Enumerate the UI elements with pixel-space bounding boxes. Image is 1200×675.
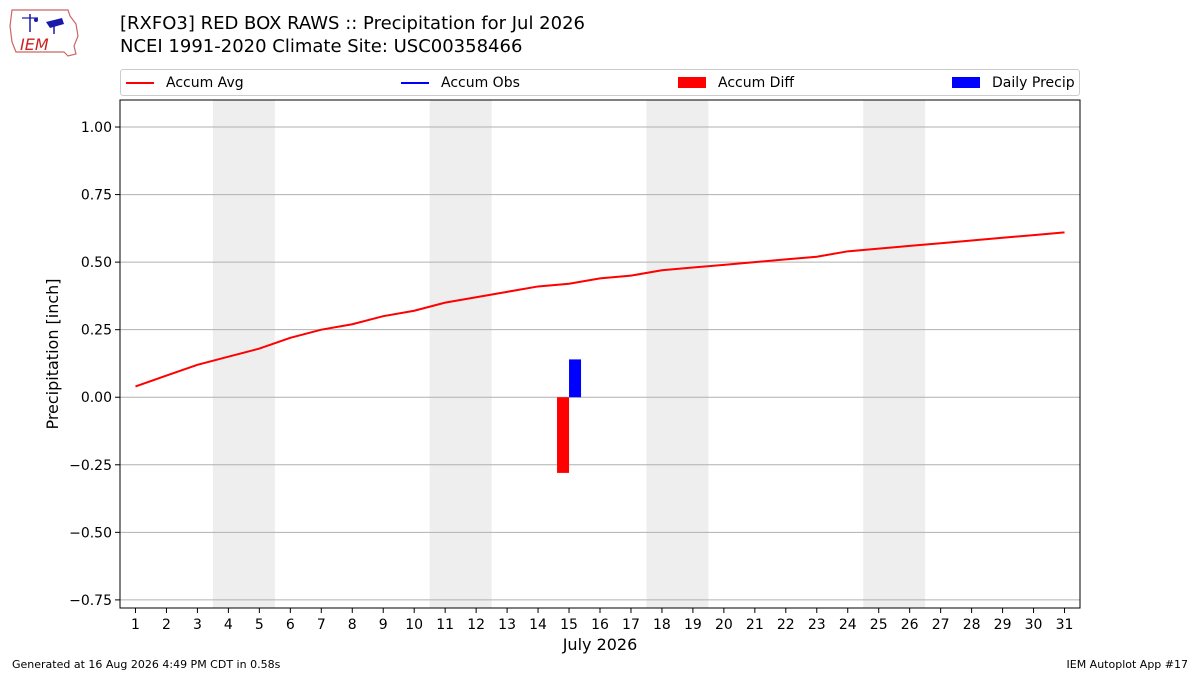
legend-item-accum-avg: Accum Avg (126, 70, 244, 95)
x-tick-label: 6 (286, 617, 295, 633)
legend-label: Accum Obs (441, 74, 520, 91)
accum-diff-bar (557, 397, 570, 473)
x-tick-label: 1 (131, 617, 140, 633)
legend-swatch-line-icon (401, 81, 429, 84)
x-tick-label: 30 (1025, 617, 1043, 633)
x-tick-label: 18 (653, 617, 671, 633)
y-axis-label: Precipitation [inch] (43, 278, 62, 429)
weekend-band (863, 100, 926, 608)
x-tick-label: 31 (1056, 617, 1074, 633)
x-tick-label: 28 (963, 617, 981, 633)
x-tick-label: 2 (162, 617, 171, 633)
y-tick-label: −0.25 (69, 458, 112, 474)
legend-swatch-box-icon (952, 77, 980, 88)
y-tick-label: 0.25 (81, 323, 112, 339)
footer-generated: Generated at 16 Aug 2026 4:49 PM CDT in … (12, 658, 281, 671)
y-tick-label: 0.75 (81, 188, 112, 204)
x-tick-label: 4 (224, 617, 233, 633)
x-tick-label: 19 (684, 617, 702, 633)
x-tick-label: 29 (994, 617, 1012, 633)
x-axis-label: July 2026 (562, 635, 638, 654)
weekend-band (429, 100, 492, 608)
y-tick-label: −0.75 (69, 593, 112, 609)
y-tick-label: −0.50 (69, 525, 112, 541)
y-tick-label: 0.00 (81, 390, 112, 406)
footer-app: IEM Autoplot App #17 (1066, 658, 1189, 671)
weekend-band (646, 100, 709, 608)
accum-avg-line (135, 231, 1065, 388)
x-tick-label: 24 (839, 617, 857, 633)
y-tick-label: 1.00 (81, 120, 112, 136)
legend-item-accum-diff: Accum Diff (678, 70, 794, 95)
legend-label: Accum Avg (166, 74, 244, 91)
x-tick-label: 26 (901, 617, 919, 633)
x-tick-label: 7 (317, 617, 326, 633)
legend-item-accum-obs: Accum Obs (401, 70, 520, 95)
iem-logo: IEM (6, 6, 82, 64)
legend-item-daily-precip: Daily Precip (952, 70, 1075, 95)
chart-title: [RXFO3] RED BOX RAWS :: Precipitation fo… (120, 13, 585, 34)
x-tick-label: 25 (870, 617, 888, 633)
x-tick-label: 17 (622, 617, 640, 633)
x-tick-label: 8 (348, 617, 357, 633)
x-tick-label: 22 (777, 617, 795, 633)
x-tick-label: 20 (715, 617, 733, 633)
x-tick-label: 9 (379, 617, 388, 633)
x-tick-label: 10 (405, 617, 423, 633)
x-tick-label: 14 (529, 617, 547, 633)
x-tick-label: 11 (436, 617, 454, 633)
legend-swatch-line-icon (126, 81, 154, 84)
x-tick-label: 3 (193, 617, 202, 633)
daily-precip-bar (569, 359, 582, 398)
logo-text: IEM (20, 35, 49, 54)
title-block: [RXFO3] RED BOX RAWS :: Precipitation fo… (120, 12, 585, 58)
legend-swatch-box-icon (678, 77, 706, 88)
y-tick-label: 0.50 (81, 255, 112, 271)
x-tick-label: 15 (560, 617, 578, 633)
x-tick-label: 13 (498, 617, 516, 633)
x-tick-label: 27 (932, 617, 950, 633)
legend-label: Daily Precip (992, 74, 1075, 91)
chart-subtitle: NCEI 1991-2020 Climate Site: USC00358466 (120, 36, 523, 57)
legend-label: Accum Diff (718, 74, 795, 91)
x-tick-label: 12 (467, 617, 485, 633)
x-tick-label: 5 (255, 617, 264, 633)
weekend-band (212, 100, 275, 608)
legend: Accum Avg Accum Obs Accum Diff Daily Pre… (120, 69, 1080, 96)
x-tick-label: 16 (591, 617, 609, 633)
x-tick-label: 21 (746, 617, 764, 633)
x-tick-label: 23 (808, 617, 826, 633)
